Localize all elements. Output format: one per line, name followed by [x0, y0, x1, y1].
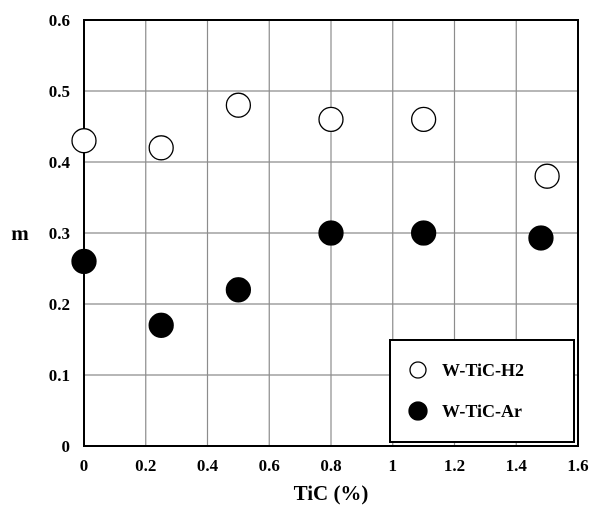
h2-data-point [534, 163, 560, 189]
x-tick-label: 0 [80, 456, 89, 475]
x-tick-label: 0.4 [197, 456, 219, 475]
legend-marker [409, 361, 427, 379]
ar-data-point [528, 225, 554, 251]
x-tick-label: 0.2 [135, 456, 156, 475]
x-tick-label: 0.6 [259, 456, 280, 475]
x-tick-label: 0.8 [320, 456, 341, 475]
y-tick-label: 0.1 [49, 366, 70, 385]
y-tick-label: 0.6 [49, 11, 70, 30]
ar-data-point [318, 220, 344, 246]
y-axis-title: m [11, 221, 29, 245]
h2-data-point [148, 135, 174, 161]
x-tick-label: 1.6 [567, 456, 588, 475]
ar-data-point [148, 312, 174, 338]
x-axis-title: TiC (%) [294, 481, 369, 505]
y-tick-label: 0.2 [49, 295, 70, 314]
ar-data-point [71, 248, 97, 275]
x-tick-label: 1 [389, 456, 398, 475]
h2-data-point [225, 92, 252, 118]
plot-frame [83, 19, 579, 447]
legend-label: W-TiC-Ar [442, 401, 522, 421]
ar-data-point [225, 277, 252, 303]
x-axis-ticks: 0 0.2 0.4 0.6 0.8 1 1.2 1.4 1.6 [80, 456, 589, 475]
legend-marker [408, 401, 428, 421]
y-axis-ticks: 0 0.1 0.2 0.3 0.4 0.5 0.6 [49, 11, 71, 456]
legend-box [389, 339, 575, 443]
legend: W-TiC-H2 W-TiC-Ar [389, 339, 575, 443]
legend-label: W-TiC-H2 [442, 360, 524, 380]
y-tick-label: 0 [62, 437, 71, 456]
grid [84, 20, 578, 446]
h2-data-point [71, 128, 97, 154]
h2-data-point [318, 106, 344, 133]
y-tick-label: 0.5 [49, 82, 70, 101]
ar-data-point [410, 220, 437, 246]
y-tick-label: 0.4 [49, 153, 71, 172]
data-points [71, 92, 560, 338]
x-tick-label: 1.4 [506, 456, 528, 475]
x-tick-label: 1.2 [444, 456, 465, 475]
y-tick-label: 0.3 [49, 224, 70, 243]
h2-data-point [410, 106, 437, 133]
